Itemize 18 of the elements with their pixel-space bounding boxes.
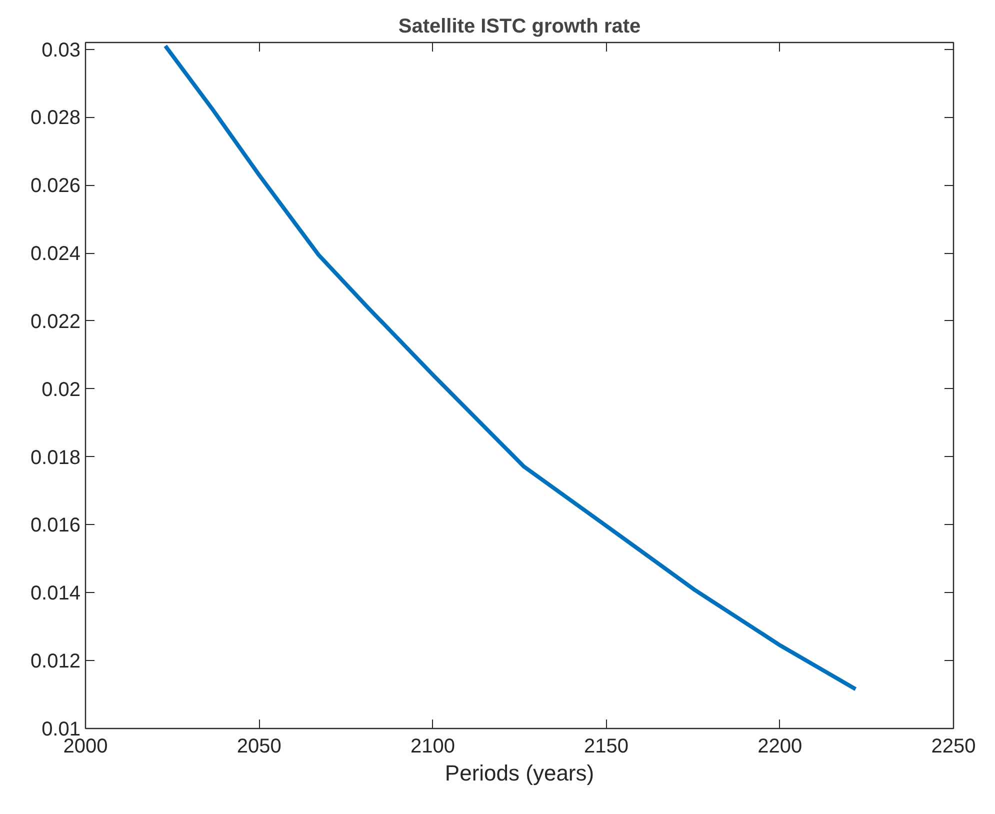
chart-title: Satellite ISTC growth rate [398, 16, 641, 38]
y-tick-label: 0.022 [30, 310, 81, 333]
y-tick-label: 0.026 [30, 175, 81, 198]
x-tick-label: 2150 [584, 736, 629, 758]
y-tick-label: 0.016 [30, 514, 81, 537]
y-tick-label: 0.014 [30, 582, 81, 605]
y-tick-label: 0.03 [42, 39, 81, 62]
x-tick-label: 2250 [931, 736, 976, 758]
y-tick-label: 0.018 [30, 446, 81, 469]
y-tick-label: 0.012 [30, 650, 81, 673]
x-tick-label: 2200 [758, 736, 802, 758]
x-tick-label: 2100 [410, 736, 455, 758]
x-tick-label: 2050 [236, 736, 282, 758]
x-axis-title: Periods (years) [444, 760, 594, 786]
y-tick-label: 0.02 [42, 378, 81, 401]
y-tick-label: 0.028 [30, 107, 81, 130]
y-tick-label: 0.024 [30, 243, 81, 266]
x-tick-label: 2000 [63, 736, 108, 758]
